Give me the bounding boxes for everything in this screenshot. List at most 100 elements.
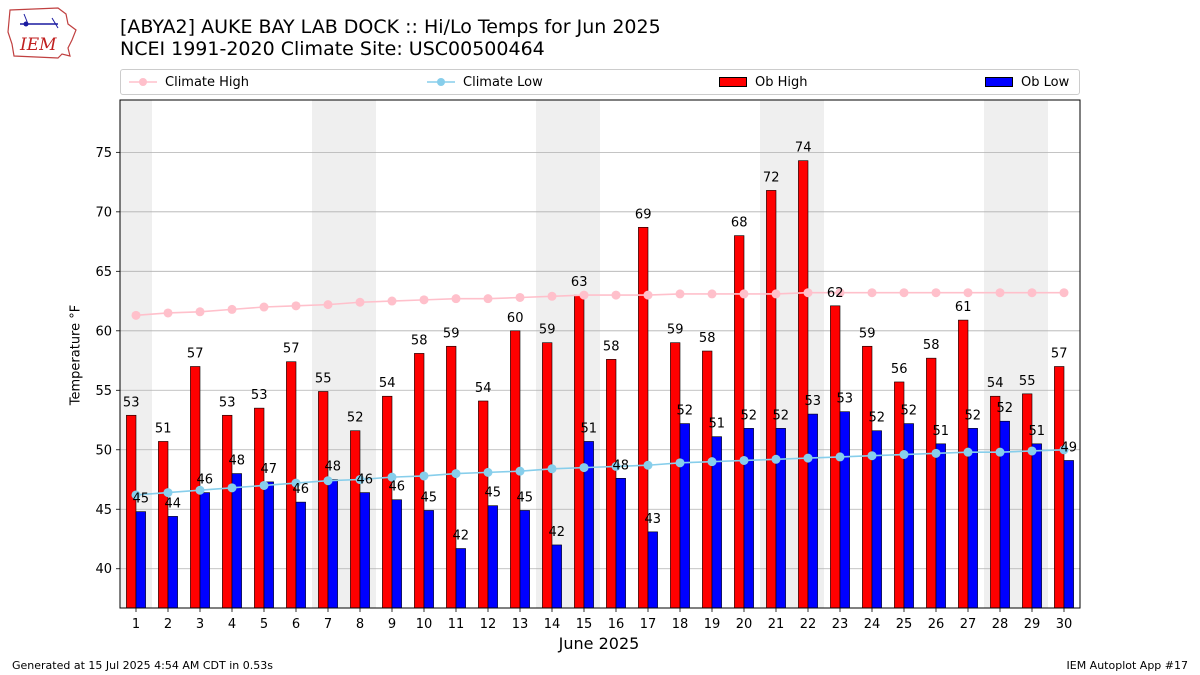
climate-high-point-22 xyxy=(803,288,813,298)
x-tick-label-28: 28 xyxy=(992,617,1009,632)
ob-high-bar-8 xyxy=(350,430,361,609)
climate-high-point-8 xyxy=(355,297,365,307)
x-tick-label-11: 11 xyxy=(448,617,465,632)
x-tick-label-24: 24 xyxy=(864,617,881,632)
ob-low-bar-3 xyxy=(199,492,210,609)
legend-ob-high: Ob High xyxy=(719,70,808,94)
x-tick-label-13: 13 xyxy=(512,617,529,632)
ob-high-bar-22 xyxy=(798,160,809,609)
ob-high-label-12: 54 xyxy=(475,381,492,396)
climate-low-point-9 xyxy=(387,472,397,482)
iem-logo: IEM xyxy=(7,7,77,59)
climate-high-point-25 xyxy=(899,288,909,298)
climate-high-point-20 xyxy=(739,289,749,299)
climate-high-point-2 xyxy=(163,308,173,318)
legend-ob-low-marker xyxy=(985,77,1013,87)
ob-high-label-28: 54 xyxy=(987,376,1004,391)
ob-low-label-26: 51 xyxy=(933,424,950,439)
ob-low-bar-18 xyxy=(679,423,690,609)
ob-low-label-25: 52 xyxy=(901,404,918,419)
ob-low-label-10: 45 xyxy=(421,490,438,505)
x-tick-label-3: 3 xyxy=(196,617,204,632)
x-tick-label-21: 21 xyxy=(768,617,785,632)
climate-low-point-27 xyxy=(963,447,973,457)
ob-high-label-18: 59 xyxy=(667,323,684,338)
ob-low-bar-17 xyxy=(647,531,658,609)
ob-low-label-20: 52 xyxy=(741,408,758,423)
ob-high-label-24: 59 xyxy=(859,326,876,341)
ob-low-bar-12 xyxy=(487,505,498,609)
climate-high-point-24 xyxy=(867,288,877,298)
climate-low-point-29 xyxy=(1027,446,1037,456)
legend-climate-high-label: Climate High xyxy=(165,74,250,90)
x-tick-label-25: 25 xyxy=(896,617,913,632)
ob-high-label-13: 60 xyxy=(507,311,524,326)
ob-low-bar-20 xyxy=(743,428,754,609)
x-tick-label-6: 6 xyxy=(292,617,300,632)
x-tick-label-1: 1 xyxy=(132,617,140,632)
climate-high-point-17 xyxy=(643,290,653,300)
ob-high-bar-14 xyxy=(542,342,553,609)
x-tick-label-29: 29 xyxy=(1024,617,1041,632)
legend-climate-low-label: Climate Low xyxy=(463,74,543,90)
x-tick-label-5: 5 xyxy=(260,617,268,632)
legend-climate-high: Climate High xyxy=(129,70,249,94)
ob-high-label-8: 52 xyxy=(347,411,364,426)
ob-high-label-16: 58 xyxy=(603,339,620,354)
x-tick-label-7: 7 xyxy=(324,617,332,632)
x-tick-label-14: 14 xyxy=(544,617,561,632)
ob-low-bar-11 xyxy=(455,548,466,609)
climate-high-point-9 xyxy=(387,296,397,306)
climate-high-point-6 xyxy=(291,301,301,311)
climate-low-point-25 xyxy=(899,450,909,460)
climate-high-point-7 xyxy=(323,300,333,310)
ob-high-label-30: 57 xyxy=(1051,346,1068,361)
ob-high-bar-10 xyxy=(414,353,425,609)
climate-low-point-19 xyxy=(707,457,717,467)
climate-low-point-23 xyxy=(835,452,845,462)
x-tick-label-4: 4 xyxy=(228,617,236,632)
ob-high-bar-9 xyxy=(382,395,393,609)
ob-low-bar-4 xyxy=(231,473,242,609)
ob-low-bar-16 xyxy=(615,478,626,609)
x-tick-label-20: 20 xyxy=(736,617,753,632)
ob-high-bar-26 xyxy=(926,357,937,609)
climate-low-point-11 xyxy=(451,469,461,479)
y-tick-label-40: 40 xyxy=(95,562,112,577)
climate-low-point-8 xyxy=(355,475,365,485)
ob-low-label-9: 46 xyxy=(389,480,406,495)
legend-ob-high-label: Ob High xyxy=(755,74,808,90)
climate-high-point-26 xyxy=(931,288,941,298)
ob-low-label-17: 43 xyxy=(645,512,662,527)
climate-low-point-17 xyxy=(643,460,653,470)
x-tick-label-16: 16 xyxy=(608,617,625,632)
ob-high-label-20: 68 xyxy=(731,216,748,231)
chart-title: [ABYA2] AUKE BAY LAB DOCK :: Hi/Lo Temps… xyxy=(120,16,661,60)
ob-low-bar-2 xyxy=(167,516,178,609)
x-tick-label-30: 30 xyxy=(1056,617,1073,632)
climate-low-point-18 xyxy=(675,458,685,468)
x-tick-label-23: 23 xyxy=(832,617,849,632)
climate-high-point-3 xyxy=(195,307,205,317)
ob-high-label-2: 51 xyxy=(155,421,172,436)
climate-low-point-20 xyxy=(739,455,749,465)
ob-low-bar-9 xyxy=(391,499,402,609)
climate-low-point-2 xyxy=(163,488,173,498)
ob-low-bar-10 xyxy=(423,510,434,609)
ob-high-label-14: 59 xyxy=(539,323,556,338)
x-tick-label-19: 19 xyxy=(704,617,721,632)
ob-high-label-15: 63 xyxy=(571,275,588,290)
ob-high-bar-7 xyxy=(318,391,329,609)
title-line-1: [ABYA2] AUKE BAY LAB DOCK :: Hi/Lo Temps… xyxy=(120,16,661,38)
y-tick-label-55: 55 xyxy=(95,384,112,399)
ob-low-label-4: 48 xyxy=(229,454,246,469)
ob-low-bar-5 xyxy=(263,481,274,609)
ob-low-bar-23 xyxy=(839,411,850,609)
ob-low-label-15: 51 xyxy=(581,421,598,436)
climate-low-point-3 xyxy=(195,485,205,495)
climate-low-point-26 xyxy=(931,448,941,458)
x-tick-label-2: 2 xyxy=(164,617,172,632)
ob-high-label-4: 53 xyxy=(219,395,236,410)
climate-low-point-12 xyxy=(483,467,493,477)
climate-high-point-29 xyxy=(1027,288,1037,298)
